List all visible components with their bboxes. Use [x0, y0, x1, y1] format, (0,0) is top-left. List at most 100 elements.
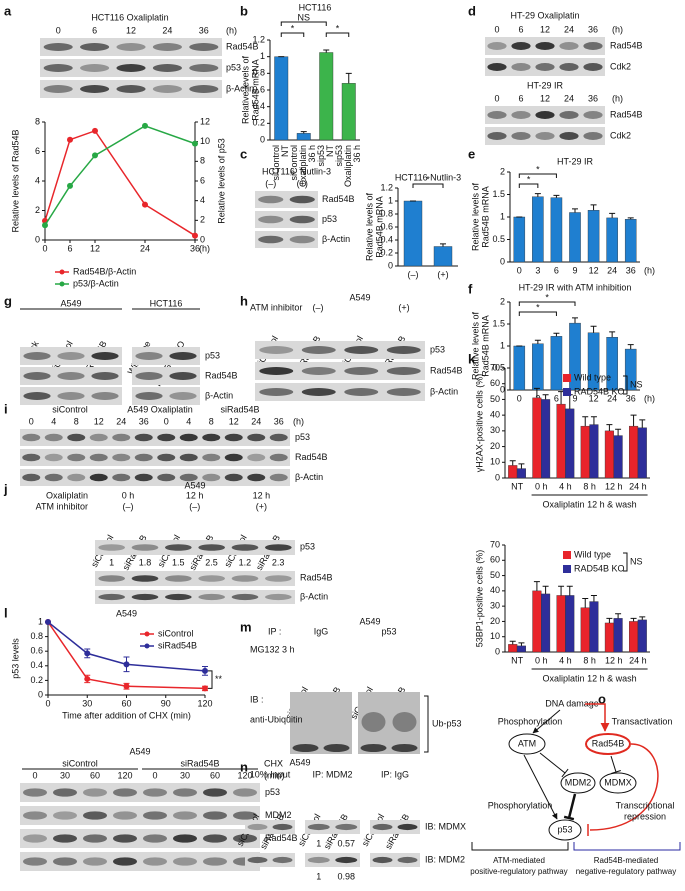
y-axis-label: Relative levels of Rad54B — [10, 129, 20, 232]
band — [57, 392, 85, 400]
bar — [606, 217, 618, 263]
blot-header: MG132 3 h — [250, 644, 295, 654]
band — [143, 788, 167, 797]
band — [189, 64, 219, 72]
row-label: p53 — [295, 432, 310, 442]
band — [511, 42, 531, 50]
band — [391, 744, 418, 752]
band — [231, 544, 259, 551]
point — [67, 136, 73, 143]
panel-letter: d — [468, 3, 476, 18]
series-line — [44, 129, 196, 237]
blot-title: HT-29 IR — [527, 80, 564, 90]
x-tick-label: 8 h — [583, 481, 596, 491]
blot-header: 12 h — [186, 490, 204, 500]
x-tick-label: 0 — [42, 243, 47, 253]
band — [67, 453, 86, 462]
y-axis-label: Rad54B mRNA — [374, 196, 384, 258]
band — [44, 433, 63, 442]
band — [173, 857, 197, 866]
band — [247, 473, 266, 482]
x-tick-label: 0 — [517, 393, 522, 403]
band — [169, 392, 197, 400]
point — [192, 232, 198, 239]
blot — [20, 347, 122, 365]
band — [247, 453, 266, 462]
x-tick-label: 0 — [517, 265, 522, 275]
node-label: DNA damage — [545, 698, 599, 708]
x-tick-label: 120 — [197, 698, 212, 708]
lane-label: 60 — [90, 770, 100, 780]
panel-letter: l — [4, 605, 8, 620]
band — [307, 823, 330, 831]
unit-label: (h) — [293, 416, 304, 426]
lane-label: 8 — [209, 416, 214, 426]
x-tick-label: sip53 — [316, 145, 326, 167]
bar — [556, 595, 566, 653]
lane-label: (+) — [297, 178, 308, 188]
band — [169, 372, 197, 380]
band — [535, 42, 555, 50]
band — [386, 367, 421, 375]
sig-bracket — [280, 21, 327, 26]
bar — [516, 645, 526, 653]
row-label: β-Actin — [205, 390, 233, 400]
band — [173, 834, 197, 843]
error-bar — [534, 339, 541, 344]
lane-label: (–) — [265, 178, 276, 188]
band — [179, 473, 198, 482]
error-bar — [323, 49, 330, 53]
chart-title: HCT116 — [299, 2, 332, 12]
x-tick-label: 4 h — [559, 481, 572, 491]
band — [559, 132, 579, 140]
y2-tick-label: 4 — [200, 195, 205, 205]
y-axis-label: Relative levels of — [240, 55, 250, 124]
band — [157, 433, 176, 442]
y-tick-label: 1 — [260, 51, 265, 61]
node — [585, 733, 631, 755]
sig-bracket — [280, 32, 305, 37]
band — [143, 857, 167, 866]
band — [289, 235, 315, 244]
blot — [245, 820, 295, 834]
blot — [255, 211, 318, 228]
error-bar — [609, 212, 616, 218]
y-tick-label: 1 — [500, 211, 505, 221]
band — [583, 63, 603, 71]
error-bar — [582, 416, 589, 427]
band — [487, 42, 507, 50]
blot — [20, 387, 122, 405]
blot — [255, 383, 425, 401]
x-tick-label: 24 — [607, 265, 617, 275]
chart-title: HT-29 IR with ATM inhibition — [519, 282, 632, 292]
lane-label: 24 — [251, 416, 261, 426]
node — [548, 819, 582, 841]
lane-label: 0 — [32, 770, 37, 780]
bar — [589, 601, 599, 653]
lane-label: 36 — [588, 24, 598, 34]
error-bar — [630, 617, 637, 622]
blot — [358, 692, 420, 754]
band — [112, 453, 131, 462]
band — [487, 132, 507, 140]
bar — [296, 133, 311, 141]
y-tick-label: 2 — [500, 166, 505, 176]
band — [535, 132, 555, 140]
x-tick-label: 36 — [190, 243, 200, 253]
annotation: * — [527, 174, 531, 184]
band — [583, 132, 603, 140]
sig-bracket — [623, 552, 628, 572]
band — [173, 788, 197, 797]
node-label: ATM — [518, 738, 536, 748]
y-tick-label: 0.8 — [380, 208, 393, 218]
band — [165, 544, 192, 551]
y-tick-label: 50 — [490, 570, 500, 580]
lane-label: 120 — [237, 770, 252, 780]
bar — [513, 216, 526, 263]
x-group-label: Oxaliplatin 12 h & wash — [543, 673, 637, 683]
band — [203, 788, 227, 797]
legend-marker — [59, 269, 65, 275]
band — [397, 823, 418, 831]
ratio-label: 1 — [316, 871, 321, 881]
y-tick-label: 0 — [35, 234, 40, 244]
